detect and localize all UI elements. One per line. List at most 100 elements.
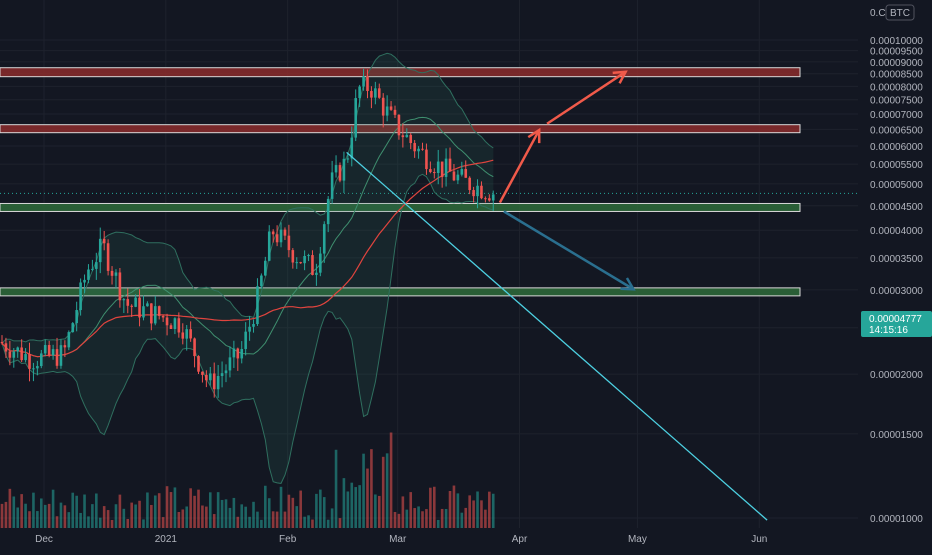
candle-body (433, 172, 436, 174)
volume-bar (468, 495, 471, 528)
candle-body (330, 172, 334, 199)
currency-badge-box[interactable] (885, 4, 915, 21)
candle-body (444, 158, 448, 177)
candle-body (366, 76, 369, 92)
currency-badge[interactable]: 0.C BTC (870, 4, 915, 21)
candle-body (401, 135, 405, 138)
candle-body (142, 306, 145, 318)
volume-bar (334, 449, 338, 528)
volume-bar (114, 504, 118, 528)
volume-bar (264, 485, 267, 528)
candle-body (150, 303, 153, 324)
volume-bar (110, 519, 114, 528)
y-tick-label: 0.00008000 (870, 82, 923, 93)
candle-body (216, 375, 220, 390)
volume-bar (189, 488, 192, 528)
candle-body (326, 198, 330, 225)
volume-bar (40, 498, 43, 528)
volume-bar (370, 449, 373, 528)
candle-body (153, 306, 157, 324)
volume-bar (405, 509, 409, 528)
y-tick-label: 0.00005500 (870, 160, 923, 171)
candle-body (311, 255, 314, 275)
volume-bar (43, 504, 47, 528)
candle-body (405, 134, 409, 138)
candle-body (177, 318, 181, 333)
candle-body (456, 174, 460, 181)
volume-bar (326, 519, 330, 528)
volume-bar (354, 487, 357, 528)
candle-body (102, 238, 106, 244)
candles (0, 68, 495, 398)
candle-body (264, 260, 267, 276)
y-tick-label: 0.00004500 (870, 202, 923, 213)
candle-body (275, 234, 279, 243)
candle-body (208, 373, 212, 381)
volume-bar (374, 494, 377, 528)
candle-body (236, 348, 240, 359)
volume-bar (460, 512, 464, 528)
candle-body (267, 231, 271, 261)
currency-badge-label: BTC (890, 8, 910, 19)
x-tick-label: May (628, 534, 647, 545)
bollinger-fill (2, 53, 494, 484)
y-tick-label: 0.00006000 (870, 142, 923, 153)
volume-bar (91, 504, 94, 528)
volume-bar (59, 502, 63, 528)
candle-body (319, 253, 322, 273)
support-zone (0, 202, 801, 212)
candle-body (126, 299, 130, 306)
trendline (346, 151, 768, 521)
bollinger-bands (1, 52, 494, 484)
volume-bar (252, 501, 255, 528)
volume-bar (425, 509, 428, 528)
candle-body (28, 354, 31, 369)
volume-bar (118, 494, 122, 528)
candle-body (91, 268, 94, 270)
volume-bar (295, 506, 299, 528)
volume-bar (205, 506, 208, 528)
volume-bar (448, 490, 452, 528)
candle-body (16, 347, 20, 352)
volume-bar (165, 486, 169, 528)
x-tick-label: Jun (751, 534, 767, 545)
volume-bar (421, 511, 424, 528)
price-tag-countdown: 14:15:16 (869, 325, 908, 336)
candle-body (279, 229, 283, 243)
candle-body (488, 198, 491, 201)
volume-bar (71, 492, 75, 528)
volume-bars (0, 432, 495, 528)
price-tag-value: 0.00004777 (869, 314, 922, 325)
bullish-arrow-head (527, 127, 541, 144)
volume-bar (342, 478, 346, 528)
candle-body (118, 272, 122, 301)
candle-body (350, 137, 354, 159)
candle-body (244, 331, 247, 350)
y-tick-label: 0.00004000 (870, 226, 923, 237)
axes: 0.000100000.000095000.000090000.00008500… (35, 36, 923, 545)
candle-body (220, 373, 224, 376)
candle-body (8, 351, 12, 358)
candle-body (397, 114, 401, 136)
y-tick-label: 0.00007500 (870, 96, 923, 107)
candle-body (271, 231, 275, 235)
volume-bar (484, 509, 487, 528)
volume-bar (122, 508, 126, 528)
volume-bar (389, 432, 393, 528)
volume-bar (440, 508, 444, 528)
volume-bar (291, 497, 295, 528)
candle-body (260, 275, 263, 287)
volume-bar (358, 485, 361, 528)
volume-bar (142, 519, 145, 528)
volume-bar (216, 492, 220, 528)
volume-bar (224, 499, 228, 528)
candle-body (421, 148, 424, 150)
volume-bar (311, 519, 314, 528)
candle-body (452, 171, 456, 181)
candle-body (370, 91, 373, 98)
volume-bar (169, 492, 173, 528)
volume-bar (271, 511, 275, 528)
candle-body (98, 238, 102, 263)
